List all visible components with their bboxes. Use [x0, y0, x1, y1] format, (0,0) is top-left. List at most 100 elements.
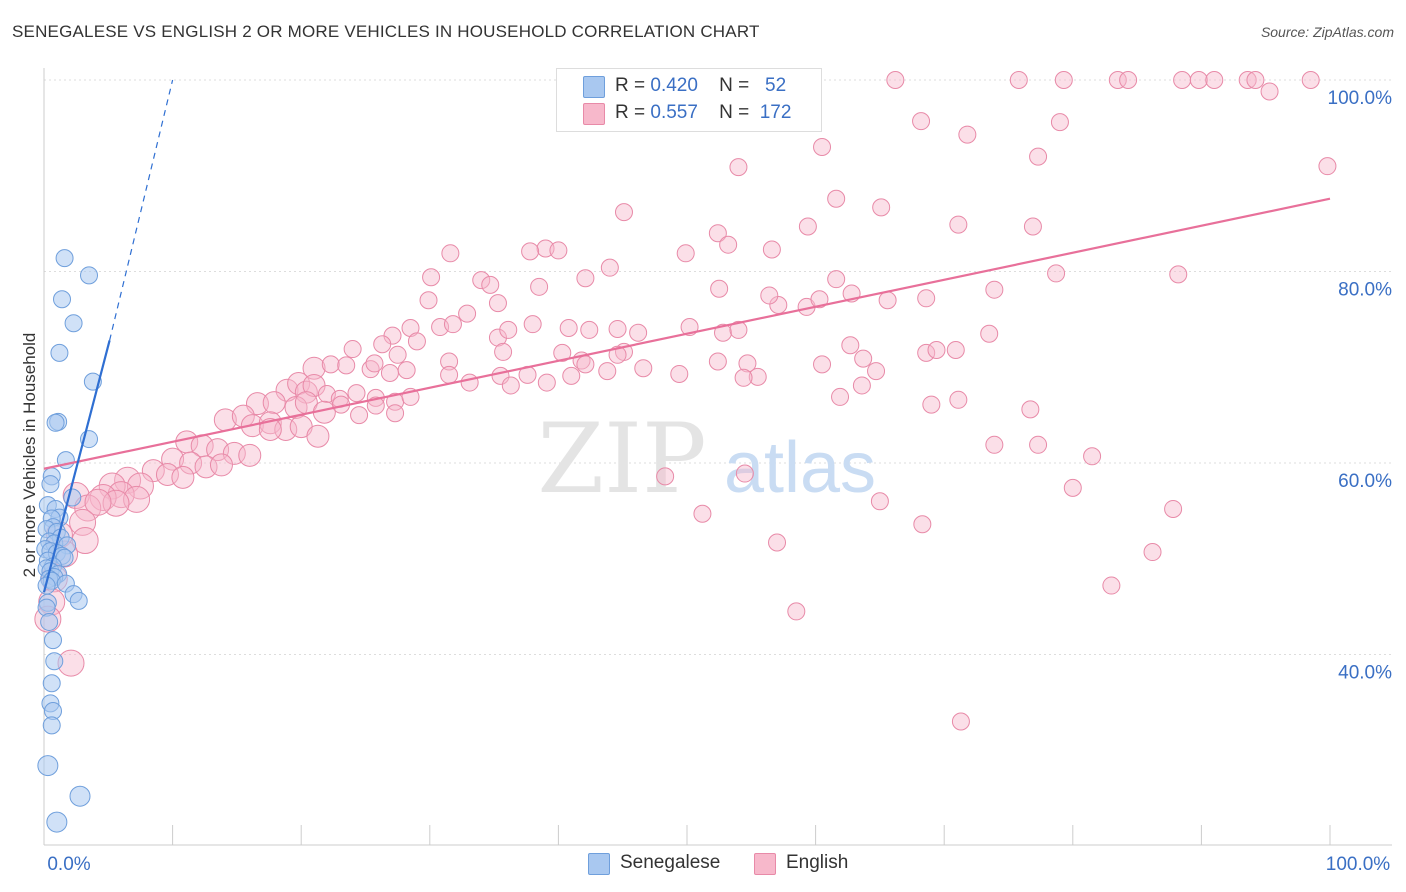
- english-point: [985, 435, 1004, 454]
- senegalese-point: [45, 652, 64, 671]
- y-tick-label: 60.0%: [1338, 471, 1392, 492]
- english-point: [472, 271, 491, 290]
- english-point: [576, 269, 595, 288]
- english-point: [521, 242, 540, 261]
- english-point: [831, 387, 850, 406]
- english-point: [262, 391, 286, 415]
- english-point: [343, 340, 362, 359]
- english-point: [84, 488, 112, 516]
- senegalese-point: [50, 343, 69, 362]
- english-point: [443, 315, 462, 334]
- english-point: [787, 602, 806, 621]
- english-point: [481, 275, 500, 294]
- english-point: [123, 485, 151, 513]
- english-n-value: 172: [759, 102, 792, 123]
- english-point: [1083, 447, 1102, 466]
- english-point: [735, 464, 754, 483]
- english-point: [1301, 71, 1320, 89]
- english-point: [1119, 71, 1138, 89]
- english-point: [629, 323, 648, 342]
- english-point: [729, 158, 748, 177]
- english-point: [365, 354, 384, 373]
- senegalese-point: [69, 785, 91, 807]
- chart-title: SENEGALESE VS ENGLISH 2 OR MORE VEHICLES…: [12, 22, 760, 41]
- english-point: [373, 335, 392, 354]
- english-point: [1054, 71, 1073, 89]
- english-point: [89, 483, 117, 511]
- senegalese-point: [37, 755, 59, 777]
- english-point: [738, 354, 757, 373]
- english-point: [407, 332, 426, 351]
- english-point: [460, 373, 479, 392]
- x-tick-label: 100.0%: [1326, 854, 1391, 875]
- watermark-zip: ZIP: [537, 403, 706, 515]
- english-point: [576, 355, 595, 374]
- senegalese-point: [46, 811, 68, 833]
- english-point: [530, 277, 549, 296]
- english-point: [656, 467, 675, 486]
- english-point: [748, 367, 767, 386]
- english-point: [1246, 71, 1265, 89]
- english-point: [600, 258, 619, 277]
- english-point: [161, 447, 185, 471]
- senegalese-point: [69, 591, 88, 610]
- senegalese-point: [80, 266, 99, 285]
- english-point: [209, 453, 233, 477]
- senegalese-points: [36, 249, 102, 833]
- english-point: [488, 294, 507, 313]
- r-label: R =: [615, 75, 646, 96]
- english-point: [1173, 71, 1192, 89]
- senegalese-point: [53, 290, 72, 309]
- senegalese-legend-label: Senegalese: [620, 852, 721, 873]
- english-point: [440, 365, 459, 384]
- english-point: [762, 240, 781, 259]
- senegalese-trendline-extension: [109, 79, 174, 341]
- english-point: [441, 244, 460, 263]
- english-point: [553, 343, 572, 362]
- senegalese-legend-swatch: [588, 853, 610, 875]
- english-point: [810, 290, 829, 309]
- english-point: [386, 404, 405, 423]
- english-point: [827, 189, 846, 208]
- english-point: [366, 396, 385, 415]
- english-point: [347, 384, 366, 403]
- english-legend-swatch: [754, 853, 776, 875]
- axes: [43, 68, 1392, 846]
- english-point: [501, 376, 520, 395]
- senegalese-point: [41, 475, 60, 494]
- english-point: [559, 318, 578, 337]
- english-point: [980, 324, 999, 343]
- senegalese-trendline: [42, 340, 111, 593]
- y-tick-label: 80.0%: [1338, 280, 1392, 301]
- english-point: [734, 368, 753, 387]
- english-point: [98, 472, 126, 500]
- english-point: [852, 376, 871, 395]
- english-point: [440, 352, 459, 371]
- senegalese-point: [42, 716, 61, 735]
- chart-source: Source: ZipAtlas.com: [1260, 24, 1394, 40]
- english-point: [760, 286, 779, 305]
- english-point: [1189, 71, 1208, 89]
- english-point: [634, 359, 653, 378]
- senegalese-point: [55, 249, 74, 268]
- y-tick-label: 40.0%: [1338, 663, 1392, 684]
- english-point: [1021, 400, 1040, 419]
- english-point: [523, 315, 542, 334]
- english-point: [867, 362, 886, 381]
- english-point: [562, 366, 581, 385]
- senegalese-point: [40, 612, 59, 631]
- english-r-value: 0.557: [650, 102, 698, 123]
- senegalese-point: [44, 631, 63, 650]
- legend-box: R = 0.420 N = 52 R = 0.557 N = 172: [556, 68, 822, 132]
- english-point: [886, 71, 905, 89]
- english-point: [549, 241, 568, 260]
- r-label: R =: [615, 102, 646, 123]
- english-point: [912, 112, 931, 131]
- n-label: N =: [719, 75, 750, 96]
- english-point: [670, 364, 689, 383]
- senegalese-swatch: [583, 76, 605, 98]
- english-point: [1102, 576, 1121, 595]
- english-point: [488, 328, 507, 347]
- english-point: [710, 279, 729, 298]
